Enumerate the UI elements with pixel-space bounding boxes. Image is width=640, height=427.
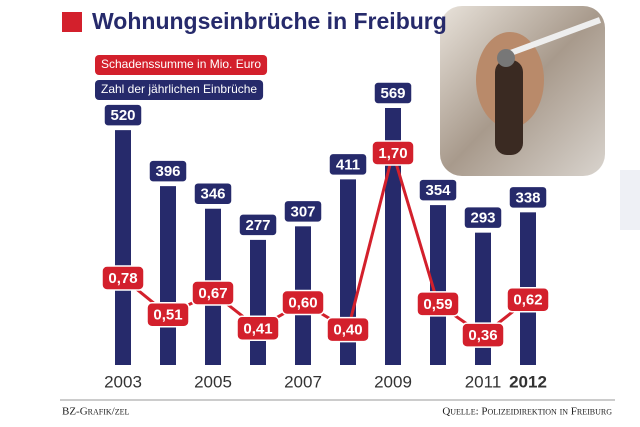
line-label: 0,59 [423, 296, 452, 313]
bar-label: 354 [425, 182, 451, 199]
bar [430, 205, 446, 365]
bar-label-box [148, 159, 188, 183]
line [122, 147, 529, 337]
x-tick-label: 2005 [194, 372, 232, 391]
legend-label: Schadenssumme in Mio. Euro [101, 57, 261, 71]
line-label-box [416, 291, 460, 317]
bar-label-box [328, 152, 368, 177]
line-label-box [236, 315, 280, 342]
bar [115, 130, 131, 365]
line-label-box [191, 280, 235, 306]
bar-label-box [238, 213, 278, 237]
legend: Schadenssumme in Mio. Euro Zahl der jährl… [95, 55, 268, 100]
line-label: 0,78 [108, 270, 137, 287]
bar-label: 346 [200, 186, 225, 203]
line-label-box [281, 289, 325, 316]
line-label: 0,40 [333, 322, 362, 339]
legend-swatch [95, 80, 264, 100]
x-tick-label: 2009 [374, 372, 412, 391]
line-label: 0,67 [198, 285, 227, 302]
plot: 520 396 346 277 307 411 569 354 293 338 0,78 0,51 0,… [101, 81, 550, 391]
bar-label: 569 [380, 85, 405, 102]
line-label: 0,60 [288, 294, 317, 311]
legend-swatch [95, 55, 268, 75]
bar-label-box [193, 181, 233, 206]
legend-item: Schadenssumme in Mio. Euro [95, 55, 268, 75]
line-label-box [326, 316, 370, 343]
bar-label-box [283, 199, 323, 224]
line-label-box [461, 322, 505, 348]
source: Quelle: Polizeidirektion in Freiburg [442, 406, 612, 418]
line-label: 0,41 [243, 320, 272, 337]
bar-label-box [463, 205, 503, 230]
legend-label: Zahl der jährlichen Einbrüche [101, 82, 257, 96]
bar-label: 293 [470, 210, 495, 227]
bar-label: 277 [245, 217, 270, 234]
legend-item: Zahl der jährlichen Einbrüche [95, 80, 264, 100]
photo [440, 6, 605, 176]
bar-label: 307 [290, 203, 315, 220]
bar-label: 411 [336, 156, 360, 173]
line-label-box [146, 301, 190, 328]
bar-label: 396 [155, 163, 180, 180]
chart-title: Wohnungseinbrüche in Freiburg [92, 8, 447, 34]
title-marker [62, 12, 82, 32]
x-tick-label: 2007 [284, 372, 322, 391]
bar-label: 520 [110, 107, 135, 124]
line-label-box [101, 265, 145, 291]
bar-label: 338 [515, 189, 540, 206]
bar-label-box [418, 178, 458, 202]
bar [160, 186, 176, 365]
line-label: 0,51 [153, 307, 182, 324]
x-tick-label: 2012 [509, 372, 547, 391]
edge-artifact [620, 170, 640, 230]
bar-label-box [508, 185, 548, 210]
line-label-box [506, 287, 550, 313]
bar [250, 239, 266, 365]
bar-label-box [103, 103, 143, 127]
bar-label-box [373, 81, 413, 105]
line-label-box [371, 140, 415, 166]
line-label: 1,70 [378, 145, 407, 162]
line-label: 0,62 [513, 292, 542, 309]
x-tick-label: 2003 [104, 372, 142, 391]
x-tick-label: 2011 [465, 372, 502, 391]
line-label: 0,36 [468, 327, 497, 344]
credit: BZ-Grafik/zel [62, 406, 129, 418]
